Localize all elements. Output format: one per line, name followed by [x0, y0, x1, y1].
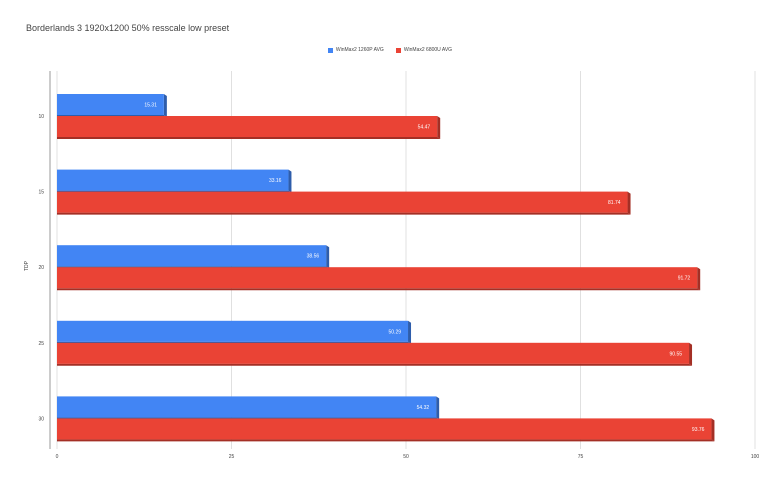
data-label: 93.76 [692, 427, 705, 433]
bar [57, 169, 289, 191]
bar-bottom [57, 439, 715, 442]
bar [57, 320, 409, 342]
legend-label-series-1: WinMax2 1260P AVG [335, 47, 384, 53]
bar [57, 342, 690, 364]
bar [57, 191, 628, 213]
y-tick-label: 20 [38, 265, 44, 271]
y-tick-label: 25 [38, 341, 44, 347]
data-label: 33.16 [269, 178, 282, 184]
bar-bottom [57, 137, 441, 139]
bar [57, 267, 698, 289]
legend-label-series-2: WinMax2 6800U AVG [403, 47, 453, 53]
x-tick-label: 100 [751, 454, 760, 460]
bar-side [711, 418, 715, 442]
bar-side [697, 267, 701, 291]
data-label: 15.31 [144, 103, 157, 109]
x-tick-label: 75 [578, 454, 584, 460]
bar-side [436, 396, 440, 420]
legend-swatch-series-2 [395, 47, 401, 53]
bar-bottom [57, 212, 631, 215]
bar-side [627, 191, 631, 215]
data-label: 54.32 [417, 405, 430, 411]
legend-swatch-series-1 [327, 47, 333, 53]
y-axis-title: TDP [24, 260, 30, 271]
bar [57, 418, 712, 440]
x-tick-label: 0 [56, 454, 59, 460]
bars [57, 94, 715, 442]
legend-item-series-2[interactable]: WinMax2 6800U AVG [395, 47, 453, 53]
bar-side [689, 342, 693, 366]
bar [57, 245, 327, 267]
data-label: 81.74 [608, 200, 621, 206]
x-tick-label: 25 [229, 454, 235, 460]
bar [57, 396, 437, 418]
bar-side [288, 169, 292, 193]
axis-labels: TDP 0 25 50 75 100 10 15.31 54.47 15 33.16 81.74 20… [24, 103, 759, 461]
data-label: 54.47 [418, 125, 431, 131]
bar-side [408, 320, 412, 344]
bar-side [437, 116, 441, 139]
data-label: 90.55 [670, 351, 683, 357]
legend-item-series-1[interactable]: WinMax2 1260P AVG [327, 47, 384, 53]
y-tick-label: 30 [38, 416, 44, 422]
x-tick-label: 50 [403, 454, 409, 460]
chart-title: Borderlands 3 1920x1200 50% resscale low… [26, 23, 230, 33]
bar-side [163, 94, 167, 117]
bar-side [326, 245, 330, 269]
y-tick-label: 10 [38, 114, 44, 120]
bar [57, 116, 438, 137]
data-label: 91.72 [678, 276, 691, 282]
y-tick-label: 15 [38, 190, 44, 196]
data-label: 38.56 [307, 254, 320, 260]
bar-bottom [57, 288, 701, 291]
data-label: 50.29 [389, 329, 402, 335]
legend: WinMax2 1260P AVG WinMax2 6800U AVG [0, 47, 780, 53]
bar-bottom [57, 363, 693, 366]
bar [57, 94, 164, 115]
